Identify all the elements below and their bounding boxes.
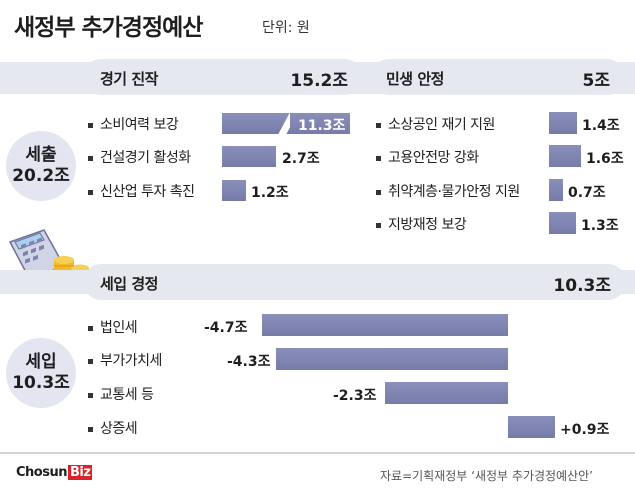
item-label: 취약계층·물가안정 지원 — [388, 184, 520, 200]
value-label: 0.7조 — [568, 185, 606, 201]
bullet-icon — [88, 189, 93, 195]
bullet-icon — [376, 222, 381, 228]
item-label: 부가가치세 — [100, 353, 162, 369]
pill-revenue: 세입 경정 10.3조 — [84, 264, 625, 300]
list-item: 건설경기 활성화 — [88, 147, 191, 167]
value-label: +0.9조 — [560, 422, 610, 438]
bullet-icon — [88, 325, 93, 331]
value-label: -4.7조 — [204, 320, 248, 336]
list-item: 고용안전망 강화 — [376, 147, 479, 167]
item-label: 상증세 — [100, 421, 138, 437]
page-title: 새정부 추가경정예산 — [14, 15, 203, 41]
revenue-circle — [6, 338, 76, 408]
bar-revenue-1 — [276, 348, 508, 370]
list-item: 교통세 등 — [88, 384, 154, 404]
bullet-icon — [88, 122, 93, 128]
list-item: 법인세 — [88, 317, 138, 337]
bar-livelihood-0 — [549, 112, 577, 134]
list-item: 신산업 투자 촉진 — [88, 181, 195, 201]
item-label: 법인세 — [100, 320, 138, 336]
list-item: 소비여력 보강 — [88, 114, 179, 134]
bar-stimulus-0-tail — [290, 113, 350, 134]
bar-stimulus-2 — [222, 180, 246, 201]
revenue-label: 세입 10.3조 — [6, 352, 76, 394]
item-label: 고용안전망 강화 — [388, 150, 479, 166]
item-label: 지방재정 보강 — [388, 217, 467, 233]
bar-revenue-0 — [262, 314, 508, 336]
pill-stimulus: 경기 진작 15.2조 — [84, 59, 362, 95]
list-item: 지방재정 보강 — [376, 214, 467, 234]
spending-circle — [6, 131, 76, 201]
item-label: 신산업 투자 촉진 — [100, 184, 195, 200]
source-note: 자료=기획재정부 ‘새정부 추가경정예산안’ — [380, 469, 593, 483]
bar-livelihood-1 — [549, 145, 581, 167]
logo-part2: Biz — [67, 465, 93, 480]
bullet-icon — [376, 122, 381, 128]
bullet-icon — [88, 358, 93, 364]
bullet-icon — [376, 155, 381, 161]
revenue-header: 세입 경정 — [100, 275, 158, 293]
bullet-icon — [376, 189, 381, 195]
bar-stimulus-0 — [222, 113, 294, 134]
value-label: -2.3조 — [333, 388, 377, 404]
bar-livelihood-3 — [549, 212, 576, 234]
list-item: 취약계층·물가안정 지원 — [376, 181, 520, 201]
livelihood-total: 5조 — [582, 71, 610, 91]
bar-revenue-2 — [385, 382, 508, 404]
bar-revenue-3 — [508, 416, 555, 438]
item-label: 소상공인 재기 지원 — [388, 117, 495, 133]
item-label: 교통세 등 — [100, 387, 154, 403]
value-label: -4.3조 — [227, 354, 271, 370]
bullet-icon — [88, 426, 93, 432]
footer-divider — [0, 452, 635, 454]
value-label: 2.7조 — [282, 151, 320, 167]
stimulus-total: 15.2조 — [290, 71, 348, 91]
bar-stimulus-1 — [222, 146, 276, 167]
revenue-total: 10.3조 — [553, 276, 611, 296]
list-item: 부가가치세 — [88, 350, 162, 370]
bullet-icon — [88, 155, 93, 161]
chosunbiz-logo: Chosun Biz — [16, 465, 93, 480]
revenue-label-line2: 10.3조 — [12, 373, 70, 393]
livelihood-header: 민생 안정 — [386, 70, 444, 88]
value-label: 11.3조 — [298, 118, 346, 134]
value-label: 1.6조 — [586, 151, 624, 167]
item-label: 소비여력 보강 — [100, 117, 179, 133]
unit-label: 단위: 원 — [262, 20, 310, 36]
pill-livelihood: 민생 안정 5조 — [372, 59, 624, 95]
logo-part1: Chosun — [16, 465, 67, 480]
list-item: 상증세 — [88, 418, 138, 438]
spending-label-line1: 세출 — [25, 145, 57, 165]
stimulus-header: 경기 진작 — [100, 70, 158, 88]
spending-label: 세출 20.2조 — [6, 145, 76, 187]
bullet-icon — [88, 392, 93, 398]
value-label: 1.4조 — [582, 118, 620, 134]
list-item: 소상공인 재기 지원 — [376, 114, 495, 134]
revenue-label-line1: 세입 — [25, 352, 57, 372]
value-label: 1.2조 — [251, 185, 289, 201]
spending-label-line2: 20.2조 — [12, 166, 70, 186]
item-label: 건설경기 활성화 — [100, 150, 191, 166]
bar-livelihood-2 — [549, 179, 563, 201]
value-label: 1.3조 — [581, 218, 619, 234]
